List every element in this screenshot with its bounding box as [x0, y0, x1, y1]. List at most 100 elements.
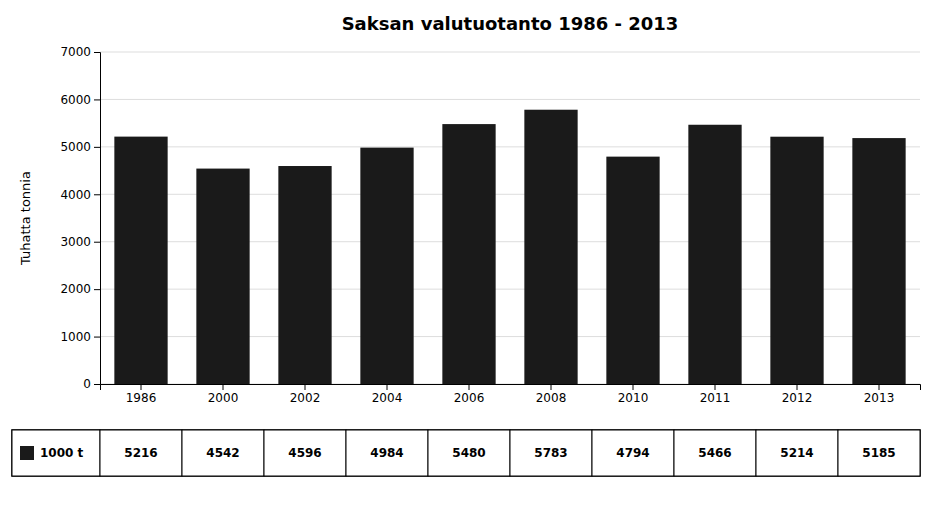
y-tick-label: 0 [83, 377, 91, 391]
data-label: 4794 [616, 446, 649, 460]
x-tick: 2000 [208, 384, 239, 405]
bar [688, 125, 741, 384]
value-table: 1000 t 5216 4542 4596 4984 5480 5783 4794 5466 52… [12, 430, 920, 476]
y-tick: 1000 [60, 330, 100, 344]
y-tick-mark [94, 147, 100, 148]
x-tick-label: 2010 [618, 391, 649, 405]
table-cell [100, 430, 182, 476]
table-border [12, 430, 920, 476]
x-tick-label: 2002 [290, 391, 321, 405]
x-tick-mark [223, 384, 224, 390]
x-tick: 1986 [126, 384, 157, 405]
x-tick-label: 2006 [454, 391, 485, 405]
y-tick-label: 2000 [60, 282, 91, 296]
x-axis-line [101, 385, 921, 391]
table-cell [264, 430, 346, 476]
x-tick-label: 2012 [782, 391, 813, 405]
table-cell [592, 430, 674, 476]
x-tick-mark [305, 384, 306, 390]
bar [442, 124, 495, 384]
y-axis-title: Tuhatta tonnia [18, 171, 33, 266]
y-tick-label: 1000 [60, 330, 91, 344]
x-tick-mark [715, 384, 716, 390]
y-tick: 5000 [60, 140, 100, 154]
y-tick-label: 3000 [60, 235, 91, 249]
x-tick-label: 2008 [536, 391, 567, 405]
y-tick: 0 [83, 377, 100, 391]
title: Saksan valutuotanto 1986 - 2013 [342, 13, 679, 34]
table-label-cell [12, 430, 100, 476]
x-tick: 2010 [618, 384, 649, 405]
x-tick-label: 2000 [208, 391, 239, 405]
data-label: 4542 [206, 446, 239, 460]
y-tick: 4000 [60, 188, 100, 202]
x-tick-mark [141, 384, 142, 390]
x-axis: 1986 2000 2002 2004 2006 2008 2010 2011 2012 2013 [101, 384, 921, 405]
bar [606, 157, 659, 384]
data-label: 5214 [780, 446, 813, 460]
chart-container: 0 1000 2000 3000 4000 5000 6000 7000 1986 2000 200… [0, 0, 944, 512]
table-cell [838, 430, 920, 476]
y-axis-line [94, 53, 101, 385]
y-tick-mark [94, 99, 100, 100]
table-cell [674, 430, 756, 476]
bar [278, 166, 331, 384]
data-label: 5466 [698, 446, 731, 460]
y-tick-label: 6000 [60, 93, 91, 107]
table-cell [756, 430, 838, 476]
y-tick: 7000 [60, 45, 100, 59]
bar [770, 137, 823, 384]
bar [196, 169, 249, 384]
bars [114, 110, 905, 384]
x-tick-mark [551, 384, 552, 390]
x-tick: 2008 [536, 384, 567, 405]
grid [100, 52, 920, 384]
y-axis: 0 1000 2000 3000 4000 5000 6000 7000 [60, 45, 100, 391]
bar [524, 110, 577, 384]
x-tick-mark [879, 384, 880, 390]
x-tick: 2004 [372, 384, 403, 405]
x-tick: 2013 [864, 384, 895, 405]
table-cell [182, 430, 264, 476]
y-tick-mark [94, 337, 100, 338]
x-tick-label: 1986 [126, 391, 157, 405]
y-tick-label: 4000 [60, 188, 91, 202]
bar [114, 137, 167, 384]
y-tick: 3000 [60, 235, 100, 249]
y-tick-mark [94, 194, 100, 195]
y-tick-label: 7000 [60, 45, 91, 59]
y-tick-mark [94, 384, 100, 385]
bar [360, 148, 413, 384]
data-label: 4984 [370, 446, 403, 460]
plot: 0 1000 2000 3000 4000 5000 6000 7000 1986 2000 200… [60, 45, 920, 404]
y-tick: 6000 [60, 93, 100, 107]
x-tick-label: 2004 [372, 391, 403, 405]
x-tick: 2012 [782, 384, 813, 405]
data-label: 5783 [534, 446, 567, 460]
legend-label: 1000 t [40, 446, 84, 460]
y-tick-mark [94, 242, 100, 243]
x-tick-mark [633, 384, 634, 390]
y-tick-label: 5000 [60, 140, 91, 154]
legend-swatch [20, 446, 34, 460]
y-tick: 2000 [60, 282, 100, 296]
chart-svg: 0 1000 2000 3000 4000 5000 6000 7000 1986 2000 200… [0, 0, 944, 512]
x-tick-mark [797, 384, 798, 390]
x-tick: 2011 [700, 384, 731, 405]
table-cell [510, 430, 592, 476]
data-label: 5480 [452, 446, 485, 460]
bar [852, 138, 905, 384]
x-tick-mark [387, 384, 388, 390]
y-tick-mark [94, 289, 100, 290]
grid-line [100, 52, 920, 53]
x-tick: 2006 [454, 384, 485, 405]
data-label: 4596 [288, 446, 321, 460]
y-tick-mark [94, 52, 100, 53]
table-cell [428, 430, 510, 476]
data-label: 5185 [862, 446, 895, 460]
data-label: 5216 [124, 446, 157, 460]
x-tick-label: 2013 [864, 391, 895, 405]
x-tick-mark [469, 384, 470, 390]
grid-line [100, 99, 920, 100]
x-tick-label: 2011 [700, 391, 731, 405]
